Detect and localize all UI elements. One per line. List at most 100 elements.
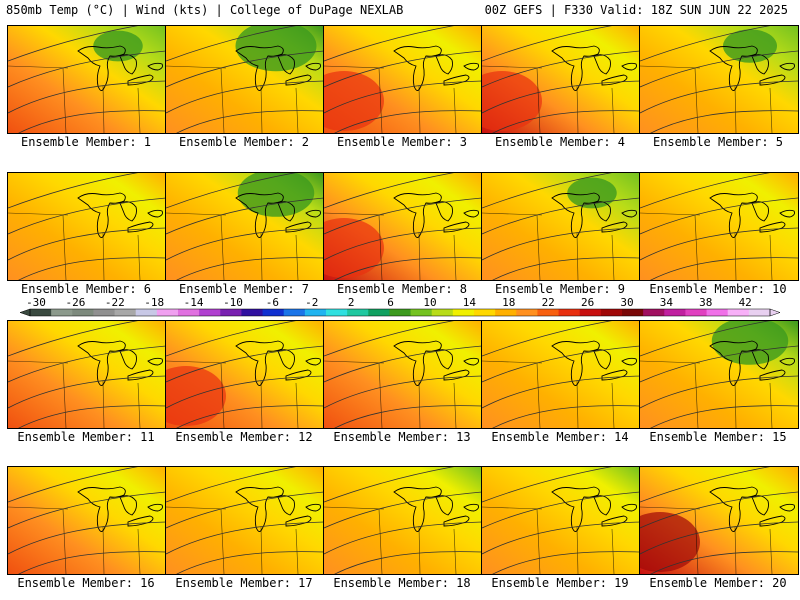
ensemble-member-map: [639, 320, 799, 429]
height-contour: [166, 227, 324, 261]
great-lakes-outline: [393, 340, 479, 386]
ensemble-member-map: [323, 320, 483, 429]
temperature-field: [324, 321, 482, 428]
colorbar-swatch: [72, 309, 94, 316]
colorbar-swatch: [579, 309, 602, 316]
great-lakes-outline: [709, 192, 795, 238]
height-contour: [166, 26, 296, 62]
height-contour: [640, 227, 798, 261]
state-borders: [640, 212, 773, 280]
colorbar-swatch: [495, 309, 517, 316]
height-contour: [334, 110, 482, 133]
great-lakes-outline: [709, 340, 795, 386]
ensemble-member-map: [481, 172, 641, 281]
great-lakes-outline: [77, 192, 163, 238]
height-contour: [482, 173, 612, 209]
ensemble-member-label: Ensemble Member: 4: [494, 135, 626, 149]
height-contour: [650, 110, 798, 133]
ensemble-member-map: [323, 172, 483, 281]
height-contour: [640, 173, 770, 209]
height-contour: [166, 375, 324, 409]
height-contour: [176, 110, 324, 133]
height-contour: [640, 26, 770, 62]
height-contour: [18, 257, 166, 280]
height-contour: [482, 375, 640, 409]
colorbar-swatch: [706, 309, 729, 316]
temperature-field: [166, 321, 324, 428]
colorbar-swatch: [748, 309, 771, 316]
colorbar-left-arrow: [19, 308, 31, 317]
temperature-field: [482, 173, 640, 280]
height-contour: [18, 405, 166, 428]
great-lakes-outline: [393, 45, 479, 91]
height-contour: [482, 491, 640, 529]
colorbar-svg: -30 -26 -22 -18 -14 -10 -6 -2 2 6 10 14 18 22 26 30 34 38…: [19, 296, 781, 317]
height-contour: [8, 345, 166, 383]
ensemble-member-map: [639, 172, 799, 281]
colorbar-swatch: [368, 309, 390, 316]
height-contour: [482, 50, 640, 88]
colorbar-swatch: [727, 309, 750, 316]
height-contour: [492, 405, 640, 428]
state-borders: [640, 65, 773, 133]
height-contour: [324, 345, 482, 383]
ensemble-member-label: Ensemble Member: 5: [652, 135, 784, 149]
temperature-field: [166, 467, 324, 574]
colorbar-swatch: [685, 309, 708, 316]
colorbar-swatch: [537, 309, 560, 316]
height-contour: [640, 321, 770, 357]
height-contour: [8, 197, 166, 235]
ensemble-member-map: [165, 320, 325, 429]
ensemble-member-label: Ensemble Member: 8: [336, 282, 468, 296]
height-contour: [8, 321, 138, 357]
height-contour: [166, 321, 296, 357]
great-lakes-outline: [235, 340, 321, 386]
ensemble-member-map: [165, 25, 325, 134]
height-contour: [324, 80, 482, 114]
colorbar-tick-label: 26: [581, 296, 594, 309]
great-lakes-outline: [551, 486, 637, 532]
colorbar-swatch: [304, 309, 327, 316]
state-borders: [324, 65, 457, 133]
height-contour: [492, 110, 640, 133]
ensemble-member-map: [481, 320, 641, 429]
height-contour: [166, 173, 296, 209]
ensemble-member-label: Ensemble Member: 14: [491, 430, 629, 444]
colorbar-tick-label: 34: [660, 296, 674, 309]
ensemble-member-label: Ensemble Member: 7: [178, 282, 310, 296]
height-contour: [640, 345, 798, 383]
height-contour: [640, 80, 798, 114]
height-contour: [324, 521, 482, 555]
height-contour: [166, 467, 296, 503]
great-lakes-outline: [551, 192, 637, 238]
height-contour: [640, 467, 770, 503]
height-contour: [166, 197, 324, 235]
height-contour: [8, 80, 166, 114]
ensemble-member-map: [165, 172, 325, 281]
height-contour: [166, 345, 324, 383]
temperature-field: [8, 26, 166, 133]
colorbar-swatch: [51, 309, 73, 316]
colorbar-swatch: [558, 309, 581, 316]
height-contour: [8, 467, 138, 503]
state-borders: [166, 506, 299, 574]
great-lakes-outline: [77, 486, 163, 532]
ensemble-member-map: [7, 172, 167, 281]
colorbar-swatch: [474, 309, 496, 316]
height-contour: [324, 467, 454, 503]
colorbar-swatch: [431, 309, 454, 316]
great-lakes-outline: [393, 486, 479, 532]
ensemble-member-label: Ensemble Member: 11: [17, 430, 155, 444]
temperature-field: [324, 467, 482, 574]
colorbar-tick-label: 38: [699, 296, 712, 309]
state-borders: [482, 360, 615, 428]
colorbar-tick-label: -22: [105, 296, 125, 309]
great-lakes-outline: [235, 45, 321, 91]
temperature-field: [640, 467, 798, 574]
height-contour: [492, 551, 640, 574]
temperature-colorbar: -30 -26 -22 -18 -14 -10 -6 -2 2 6 10 14 18 22 26 30 34 38…: [0, 294, 800, 324]
colorbar-swatch: [664, 309, 686, 316]
height-contour: [176, 405, 324, 428]
height-contour: [324, 50, 482, 88]
temperature-field: [482, 467, 640, 574]
